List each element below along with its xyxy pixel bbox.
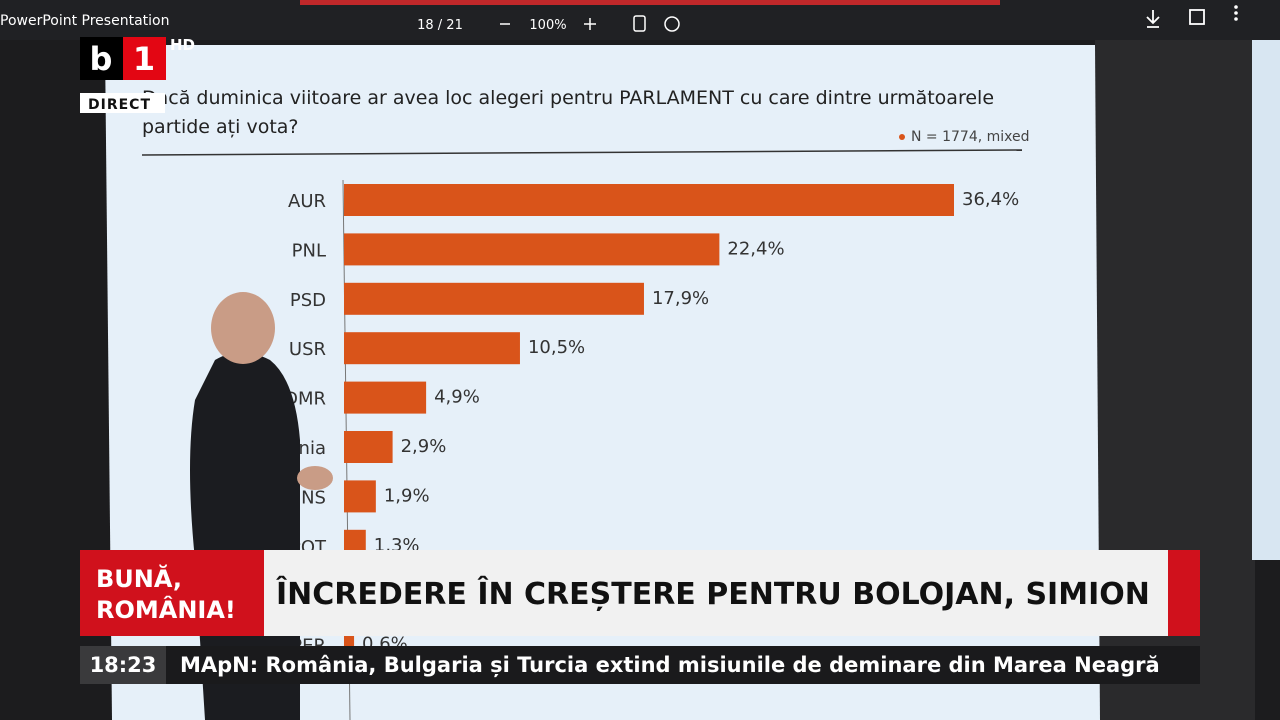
logo-b-box [80,37,123,80]
presenter-head [211,292,275,364]
headline-box [264,550,1168,636]
bar [344,233,720,266]
print[interactable] [1189,9,1205,25]
more-menu[interactable] [1234,5,1238,9]
category-label: PNL [292,240,326,261]
bar [344,628,355,661]
live-box [80,93,165,113]
sample-note: N = 1774, mixed [911,129,1030,145]
ticker: MApN: România, Bulgaria și Turcia extind… [180,653,1160,677]
toolbar-accent [300,0,1000,5]
category-label: PSD [290,290,326,311]
viewer-toolbar [0,0,1280,40]
rotate[interactable] [664,16,680,32]
value-label: 17,9% [652,288,709,309]
presenter-hand [297,466,333,490]
headline-accent [1168,550,1200,636]
hd-badge: HD [170,36,195,54]
clock: 18:23 [90,653,157,677]
logo-b: b [90,40,113,78]
value-label: 1,9% [384,485,430,506]
show-box [80,550,264,636]
logo-1: 1 [133,40,155,78]
download[interactable] [1146,10,1160,28]
value-label: 2,9% [401,436,447,457]
value-label: 36,4% [962,189,1019,210]
bar [344,282,644,315]
more-menu-dot [1234,17,1238,21]
question-line: partide ați vota? [142,116,299,138]
question-line: Dacă duminica viitoare ar avea loc alege… [142,87,994,109]
ticker-box [166,646,1200,684]
bar [344,184,954,216]
logo-1-box [123,37,166,80]
zoom-in[interactable] [584,18,596,30]
bar [344,431,393,463]
category-label: AUR [288,191,326,212]
clock-box [80,646,166,684]
side-screen [1252,40,1280,560]
divider [141,149,1023,156]
zoom-level[interactable]: 100% [529,18,566,33]
document-title: PowerPoint Presentation [0,13,169,29]
value-label: 4,9% [434,387,480,408]
value-label: 10,5% [528,337,585,358]
show-line: ROMÂNIA! [96,595,236,624]
live-label: DIRECT [88,97,151,113]
fit-page[interactable] [633,15,646,32]
category-label: USR [289,339,326,360]
page-indicator[interactable]: 18 / 21 [417,18,463,33]
value-label: 22,4% [727,238,784,259]
bar [344,381,427,414]
headline: ÎNCREDERE ÎN CREȘTERE PENTRU BOLOJAN, SI… [276,576,1150,612]
more-menu-dot [1234,11,1238,15]
show-line: BUNĂ, [96,563,182,593]
note-dot [899,134,905,140]
bar [344,480,376,513]
bar [344,332,520,365]
